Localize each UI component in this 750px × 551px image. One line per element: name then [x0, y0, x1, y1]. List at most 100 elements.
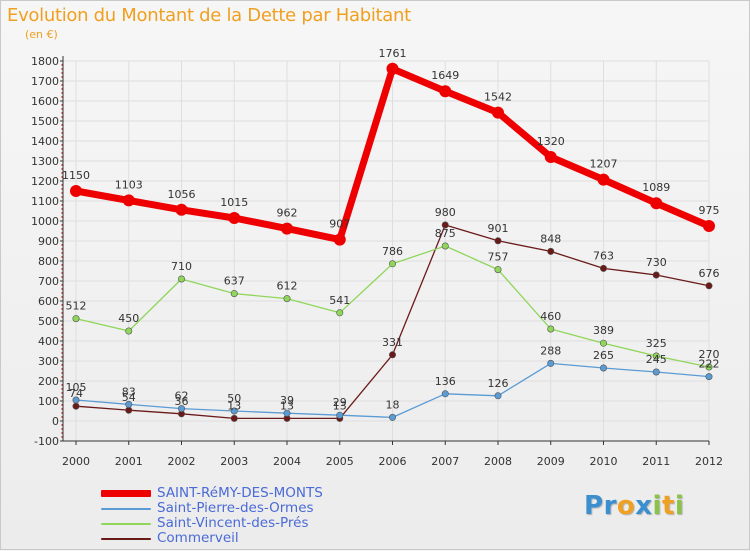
data-label: 62	[175, 390, 189, 403]
y-minor-tick	[61, 152, 63, 154]
legend-swatch	[101, 508, 151, 510]
data-point	[650, 197, 663, 210]
data-point	[705, 373, 713, 381]
data-label: 1150	[62, 169, 90, 182]
logo-letter: x	[635, 491, 653, 521]
legend-item: Commerveil	[101, 530, 401, 546]
data-point	[70, 185, 82, 197]
y-minor-tick	[61, 72, 63, 74]
data-label: 105	[66, 381, 87, 394]
y-minor-tick	[61, 384, 63, 386]
y-minor-tick	[61, 304, 63, 306]
y-minor-tick	[61, 296, 63, 298]
legend-label: Saint-Vincent-des-Prés	[157, 515, 309, 531]
data-point	[333, 233, 346, 246]
y-minor-tick	[61, 436, 63, 438]
y-minor-tick	[61, 272, 63, 274]
y-minor-tick	[61, 328, 63, 330]
y-minor-tick	[61, 88, 63, 90]
data-point	[599, 339, 607, 347]
x-tick-label: 2009	[537, 455, 565, 468]
data-point	[652, 352, 660, 360]
y-minor-tick	[61, 208, 63, 210]
data-label: 786	[382, 245, 403, 258]
data-point	[386, 62, 399, 75]
x-tick-label: 2001	[115, 455, 143, 468]
data-point	[441, 242, 449, 250]
y-minor-tick	[61, 244, 63, 246]
data-label: 541	[329, 294, 350, 307]
y-minor-tick	[61, 284, 63, 286]
data-label: 710	[171, 260, 192, 273]
y-tick-label: 0	[52, 415, 59, 428]
data-point	[388, 260, 396, 268]
data-point	[652, 271, 660, 279]
y-tick-label: 1600	[31, 95, 59, 108]
data-label: 980	[435, 206, 456, 219]
y-minor-tick	[61, 176, 63, 178]
data-point	[72, 315, 80, 323]
data-label: 676	[699, 267, 720, 280]
y-minor-tick	[61, 316, 63, 318]
data-point	[441, 221, 449, 229]
data-label: 288	[540, 344, 561, 357]
data-point	[283, 409, 291, 417]
y-minor-tick	[61, 424, 63, 426]
data-label: 39	[280, 394, 294, 407]
data-label: 270	[699, 348, 720, 361]
y-minor-tick	[61, 252, 63, 254]
data-label: 757	[488, 251, 509, 264]
y-minor-tick	[61, 344, 63, 346]
data-label: 13	[280, 399, 294, 412]
y-minor-tick	[61, 196, 63, 198]
y-minor-tick	[61, 264, 63, 266]
y-minor-tick	[61, 108, 63, 110]
y-minor-tick	[61, 232, 63, 234]
x-tick-label: 2012	[695, 455, 723, 468]
data-point	[336, 309, 344, 317]
y-minor-tick	[61, 192, 63, 194]
logo-letter: P	[584, 491, 604, 521]
data-label: 1320	[537, 135, 565, 148]
data-point	[705, 363, 713, 371]
y-minor-tick	[61, 216, 63, 218]
y-minor-tick	[61, 112, 63, 114]
legend-item: Saint-Pierre-des-Ormes	[101, 500, 401, 516]
y-tick-label: 1700	[31, 75, 59, 88]
data-point	[178, 275, 186, 283]
y-minor-tick	[61, 336, 63, 338]
y-minor-tick	[61, 324, 63, 326]
y-minor-tick	[61, 428, 63, 430]
y-minor-tick	[61, 268, 63, 270]
y-minor-tick	[61, 392, 63, 394]
data-label: 126	[488, 377, 509, 390]
legend-swatch	[101, 523, 151, 525]
y-minor-tick	[61, 168, 63, 170]
y-minor-tick	[61, 96, 63, 98]
legend-item: SAINT-RéMY-DES-MONTS	[101, 485, 401, 501]
data-label: 1015	[220, 196, 248, 209]
x-tick-label: 2010	[590, 455, 618, 468]
data-point	[230, 290, 238, 298]
y-minor-tick	[61, 356, 63, 358]
y-tick-label: 1500	[31, 115, 59, 128]
y-minor-tick	[61, 188, 63, 190]
data-point	[492, 106, 504, 119]
y-tick-label: 500	[38, 315, 59, 328]
data-point	[72, 402, 80, 410]
data-label: 50	[227, 392, 241, 405]
data-label: 901	[488, 222, 509, 235]
data-point	[125, 400, 133, 408]
y-minor-tick	[61, 372, 63, 374]
data-label: 875	[435, 227, 456, 240]
x-tick-label: 2008	[484, 455, 512, 468]
logo-letter: i	[652, 491, 662, 521]
y-minor-tick	[61, 288, 63, 290]
y-minor-tick	[61, 256, 63, 258]
data-point	[597, 173, 610, 186]
data-point	[599, 264, 607, 272]
data-label: 907	[329, 218, 350, 231]
data-label: 975	[699, 204, 720, 217]
data-point	[336, 411, 344, 419]
data-point	[441, 390, 449, 398]
